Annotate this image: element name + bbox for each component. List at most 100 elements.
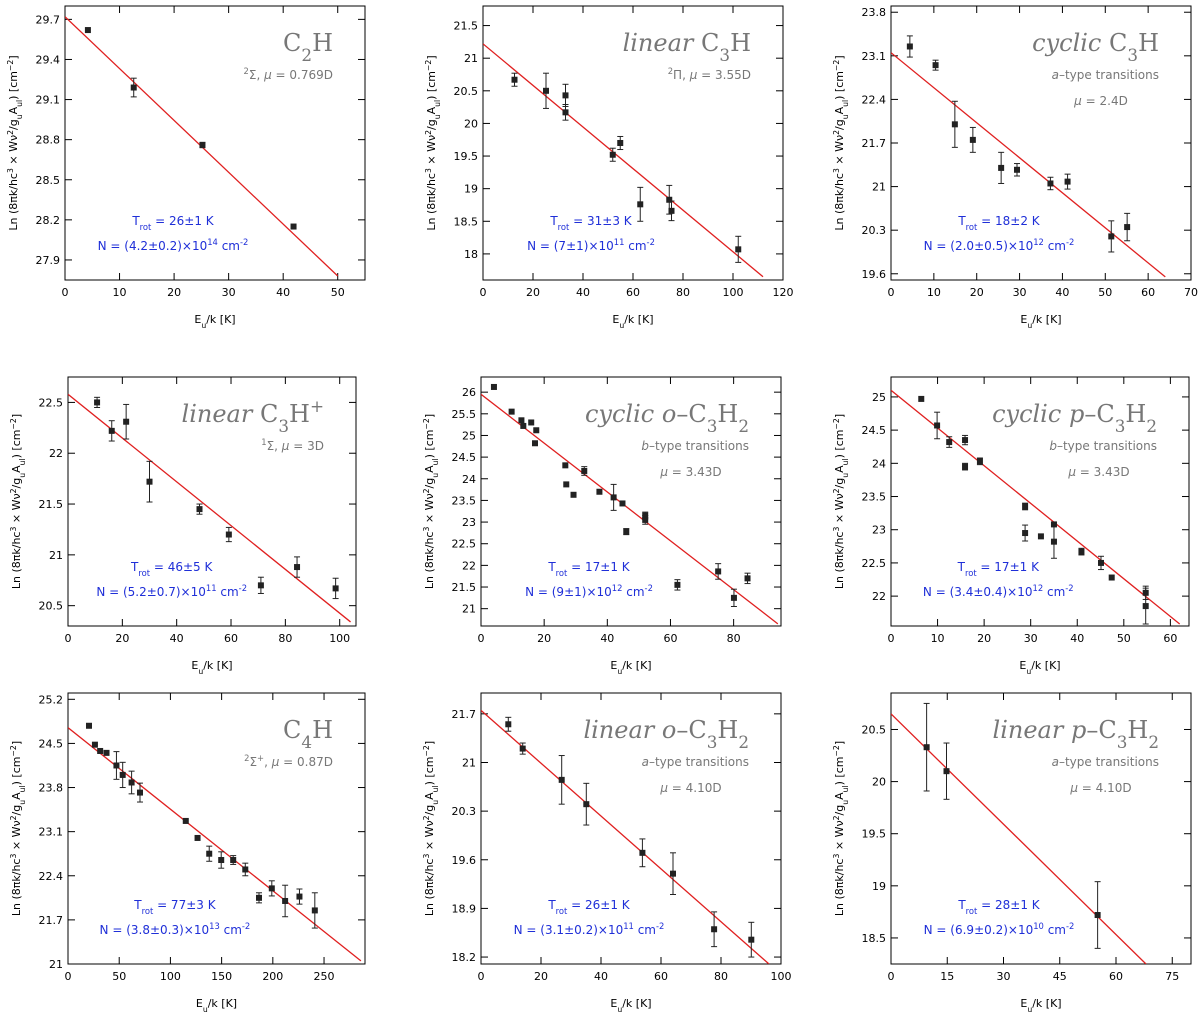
fit-line (891, 389, 1181, 625)
data-point (256, 894, 263, 901)
y-tick-label: 22.5 (452, 538, 477, 551)
x-tick-label: 70 (1184, 286, 1198, 299)
trot-annotation: Trot = 18±2 K (957, 214, 1040, 232)
y-axis-label: Ln (8πk/hc3 × Wν2/guAul) [cm−2] (832, 55, 850, 230)
data-point (543, 87, 549, 94)
data-point (218, 857, 225, 864)
trot-annotation: Trot = 26±1 K (131, 214, 214, 232)
y-tick-label: 21.5 (454, 20, 479, 33)
y-tick-label: 27.9 (36, 254, 61, 267)
y-tick-label: 29.4 (36, 53, 61, 66)
y-tick-label: 24.5 (39, 737, 64, 750)
x-axis-label: Eu/k [K] (1020, 997, 1061, 1014)
trot-annotation: Trot = 28±1 K (957, 898, 1040, 916)
data-point (711, 926, 718, 933)
data-point (1094, 912, 1101, 919)
species-title: linear C3H (623, 29, 751, 65)
x-tick-label: 0 (65, 970, 72, 983)
y-tick-label: 24 (872, 457, 886, 470)
x-tick-label: 50 (1117, 632, 1131, 645)
y-tick-label: 20.5 (39, 600, 64, 613)
y-tick-label: 20 (464, 117, 478, 130)
data-point (715, 568, 722, 575)
data-point (563, 481, 570, 488)
x-tick-label: 60 (1141, 286, 1155, 299)
column-density-annotation: N = (5.2±0.7)×1011 cm-2 (96, 583, 247, 599)
y-axis-label: Ln (8πk/hc3 × Wν2/guAul) [cm−2] (424, 55, 442, 230)
x-tick-label: 40 (1070, 632, 1084, 645)
y-tick-label: 21 (872, 181, 886, 194)
data-point (639, 849, 646, 856)
x-axis-label: Eu/k [K] (196, 997, 237, 1014)
x-tick-label: 80 (676, 286, 690, 299)
data-point (1050, 521, 1057, 528)
y-tick-label: 20.3 (452, 805, 477, 818)
y-tick-label: 23 (462, 516, 476, 529)
x-tick-label: 250 (314, 970, 335, 983)
y-tick-label: 25 (872, 391, 886, 404)
y-axis-label: Ln (8πk/hc3 × Wν2/guAul) [cm−2] (9, 414, 27, 589)
y-tick-label: 29.7 (36, 13, 61, 26)
x-tick-label: 50 (1098, 286, 1112, 299)
data-point (906, 43, 913, 50)
data-point (519, 745, 526, 752)
data-point (976, 458, 983, 465)
y-tick-label: 22.4 (862, 93, 887, 106)
column-density-annotation: N = (6.9±0.2)×1010 cm-2 (924, 921, 1075, 937)
data-point (951, 121, 958, 128)
y-tick-label: 25.2 (39, 693, 64, 706)
y-tick-label: 23.5 (452, 494, 477, 507)
data-point (998, 164, 1005, 171)
chart-panel: 0 20 40 60 80 21 21.5 22 22.5 23 23.5 24 24.5 25 25.5 2… (422, 376, 782, 676)
y-tick-label: 18 (464, 248, 478, 261)
y-tick-label: 22 (872, 590, 886, 603)
chart-panel: 0 10 20 30 40 50 60 70 19.6 20.3 21 21.7 22.4 23.1 23.… (832, 5, 1198, 330)
species-info: μ = 4.10D (1069, 781, 1131, 795)
data-point (282, 897, 289, 904)
data-point (735, 246, 742, 253)
species-title: C4H (283, 716, 333, 752)
x-tick-label: 30 (222, 286, 236, 299)
data-point (562, 109, 569, 116)
data-point (332, 585, 339, 592)
y-tick-label: 22 (49, 447, 63, 460)
y-tick-label: 23.8 (39, 782, 64, 795)
data-point (91, 741, 98, 748)
y-tick-label: 21 (462, 603, 476, 616)
data-point (257, 582, 264, 589)
x-tick-label: 80 (278, 632, 292, 645)
y-tick-label: 20 (872, 776, 886, 789)
y-axis-label: Ln (8πk/hc3 × Wν2/guAul) [cm−2] (9, 741, 27, 916)
data-point (744, 575, 751, 582)
data-point (642, 516, 649, 523)
data-point (113, 762, 120, 769)
species-title: linear o–C3H2 (583, 716, 749, 752)
species-info: b–type transitions (1049, 439, 1157, 453)
x-axis-label: Eu/k [K] (1019, 659, 1060, 676)
x-tick-label: 30 (1024, 632, 1038, 645)
data-point (490, 383, 497, 390)
y-tick-label: 21 (464, 52, 478, 65)
data-point (617, 140, 624, 146)
chart-panel: 0 20 40 60 80 100 20.5 21 21.5 22 22.5 Eu/k [K] Ln (… (9, 376, 357, 676)
data-point (1037, 533, 1044, 540)
y-tick-label: 23.5 (862, 491, 887, 504)
y-axis-label: Ln (8πk/hc3 × Wν2/guAul) [cm−2] (832, 741, 850, 916)
x-tick-label: 15 (940, 970, 954, 983)
data-point (1078, 548, 1085, 555)
x-tick-label: 100 (329, 632, 350, 645)
data-point (130, 84, 137, 91)
x-tick-label: 40 (600, 632, 614, 645)
species-title: cyclic C3H (1032, 29, 1159, 65)
data-point (128, 779, 135, 786)
species-info: μ = 4.10D (659, 781, 721, 795)
x-tick-label: 50 (331, 286, 345, 299)
x-tick-label: 0 (478, 970, 485, 983)
x-tick-label: 75 (1165, 970, 1179, 983)
species-info: μ = 2.4D (1073, 94, 1128, 108)
data-point (311, 907, 318, 914)
data-point (1047, 180, 1054, 187)
data-point (1142, 603, 1149, 610)
x-tick-label: 20 (115, 632, 129, 645)
